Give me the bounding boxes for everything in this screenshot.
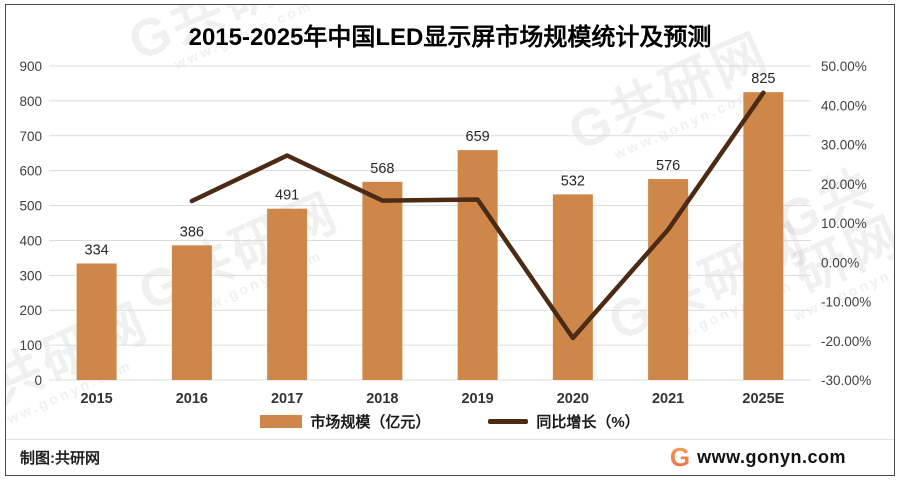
footer: 制图:共研网 G www.gonyn.com <box>6 439 894 474</box>
left-axis-tick: 600 <box>19 164 42 179</box>
x-axis-label-2025E: 2025E <box>742 391 784 407</box>
left-axis-tick: 700 <box>19 129 42 144</box>
legend-line-label: 同比增长（%） <box>536 414 640 431</box>
bar-2025E <box>743 92 784 380</box>
right-axis-tick: -20.00% <box>821 334 871 349</box>
legend-item-market-size: 市场规模（亿元） <box>260 411 430 432</box>
left-axis-tick: 900 <box>19 59 42 74</box>
x-axis-label-2016: 2016 <box>176 391 208 407</box>
bar-value-label: 532 <box>561 173 585 189</box>
right-axis-tick: -30.00% <box>821 373 871 388</box>
bar-value-label: 568 <box>370 161 394 177</box>
chart-title: 2015-2025年中国LED显示屏市场规模统计及预测 <box>188 24 712 51</box>
left-axis-tick: 400 <box>19 233 42 248</box>
x-axis-label-2017: 2017 <box>271 391 303 407</box>
left-axis-tick: 100 <box>19 338 42 353</box>
site-link[interactable]: G www.gonyn.com <box>670 444 846 470</box>
right-axis-tick: 30.00% <box>821 138 867 153</box>
left-axis-tick: 0 <box>34 373 42 388</box>
right-axis-tick: -10.00% <box>821 295 871 310</box>
bar-value-label: 491 <box>275 188 299 204</box>
legend-item-yoy-growth: 同比增长（%） <box>488 411 640 432</box>
right-axis-tick: 20.00% <box>821 177 867 192</box>
bar-2015 <box>76 263 117 380</box>
legend: 市场规模（亿元） 同比增长（%） <box>6 411 894 432</box>
bar-2020 <box>552 194 593 380</box>
left-axis-tick: 200 <box>19 303 42 318</box>
x-axis-label-2019: 2019 <box>461 391 493 407</box>
site-url: www.gonyn.com <box>697 446 846 467</box>
x-axis-label-2020: 2020 <box>557 391 589 407</box>
right-axis-tick: 50.00% <box>821 59 867 74</box>
bar-value-label: 334 <box>85 242 109 258</box>
combo-chart: 0 100 200 300 400 500 600 700 800 900 -30.00% -20.0… <box>19 59 871 407</box>
x-axis-label-2018: 2018 <box>366 391 398 407</box>
bar-value-label: 576 <box>656 158 680 174</box>
bar-2016 <box>171 245 212 380</box>
left-axis-tick: 300 <box>19 268 42 283</box>
bar-value-label: 386 <box>180 224 204 240</box>
bar-2019 <box>457 150 498 380</box>
chart-credit: 制图:共研网 <box>20 449 100 467</box>
legend-line-swatch <box>488 419 529 424</box>
left-axis-tick: 500 <box>19 199 42 214</box>
growth-line <box>189 90 766 341</box>
bar-2017 <box>267 208 308 380</box>
chart-frame: G共研网 www.gonyn.com G共研网 www.gonyn.com G共… <box>5 4 895 476</box>
right-axis-tick: 40.00% <box>821 98 867 113</box>
x-axis-label-2015: 2015 <box>80 391 112 407</box>
right-axis-tick: 10.00% <box>821 216 867 231</box>
bar-value-label: 825 <box>751 71 775 87</box>
bar-2018 <box>362 181 403 380</box>
legend-bar-label: 市场规模（亿元） <box>310 414 431 431</box>
gonyn-logo-icon: G <box>669 442 691 472</box>
left-axis-tick: 800 <box>19 94 42 109</box>
legend-bar-swatch <box>260 415 303 428</box>
right-axis-tick: 0.00% <box>821 255 859 270</box>
bar-value-label: 659 <box>466 129 490 145</box>
x-axis-label-2021: 2021 <box>652 391 684 407</box>
